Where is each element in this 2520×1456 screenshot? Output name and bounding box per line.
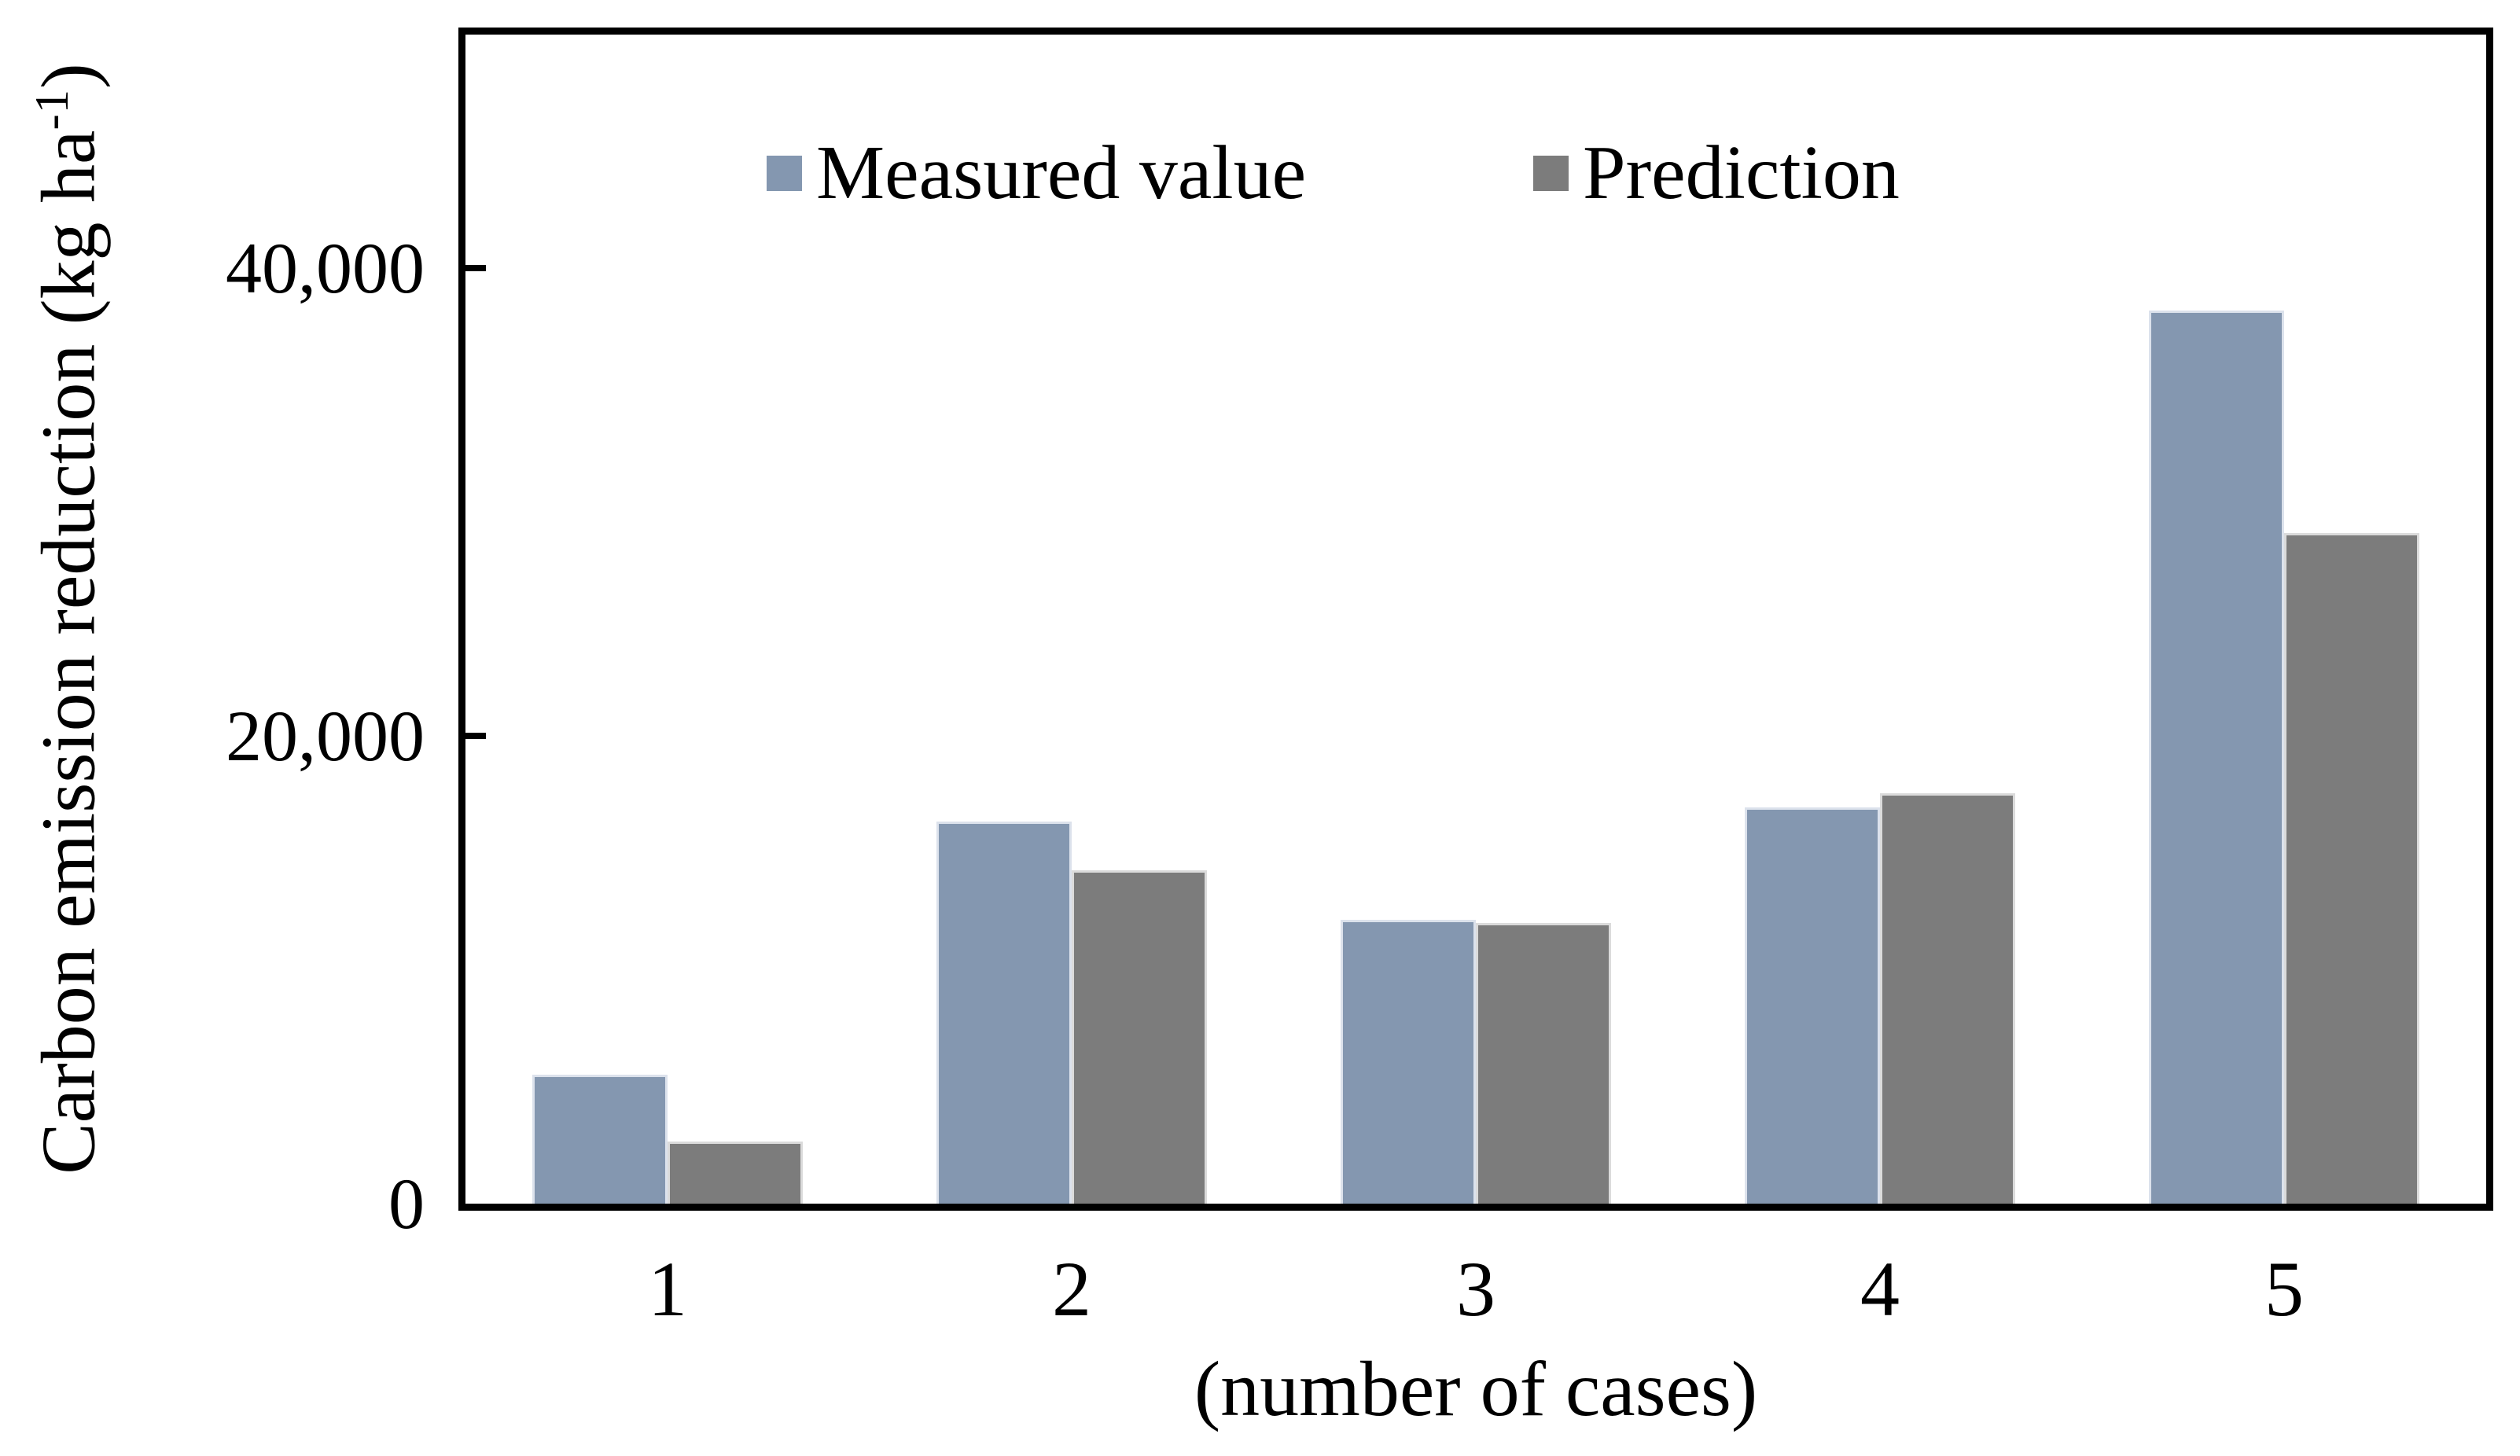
x-tick-label-1: 1 (648, 1245, 687, 1333)
y-tick-label-20000: 20,000 (226, 696, 425, 777)
x-tick-label-5: 5 (2264, 1245, 2304, 1333)
legend-swatch-icon (767, 155, 802, 191)
y-axis-title-superscript: -1 (26, 88, 79, 131)
bar-measured-case-4 (1745, 807, 1880, 1204)
legend-swatch-icon (1533, 155, 1569, 191)
plot-area (458, 28, 2493, 1211)
legend-label: Prediction (1583, 131, 1900, 215)
legend-item-prediction: Prediction (1533, 122, 1900, 224)
bar-measured-case-1 (532, 1075, 668, 1204)
legend-item-measured-value: Measured value (767, 122, 1306, 224)
bar-measured-case-2 (936, 821, 1072, 1204)
y-tick-label-0: 0 (388, 1164, 425, 1244)
y-axis-title-suffix: ) (26, 63, 112, 89)
y-axis-title: Carbon emission reduction (kg ha-1) (2, 0, 112, 1240)
y-tick-label-40000: 40,000 (226, 228, 425, 309)
y-tick-mark-20000 (465, 733, 486, 740)
x-axis-title: (number of cases) (1194, 1345, 1758, 1432)
x-tick-label-3: 3 (1456, 1245, 1495, 1333)
bar-prediction-case-5 (2284, 532, 2419, 1204)
x-tick-label-4: 4 (1860, 1245, 1900, 1333)
bar-measured-case-5 (2149, 310, 2284, 1204)
y-tick-mark-40000 (465, 265, 486, 272)
x-tick-label-2: 2 (1052, 1245, 1091, 1333)
bar-prediction-case-2 (1072, 870, 1207, 1204)
bar-prediction-case-1 (668, 1142, 803, 1204)
legend-label: Measured value (816, 131, 1307, 215)
bar-prediction-case-3 (1476, 923, 1611, 1204)
bar-measured-case-3 (1341, 919, 1476, 1204)
bar-prediction-case-4 (1880, 793, 2015, 1204)
